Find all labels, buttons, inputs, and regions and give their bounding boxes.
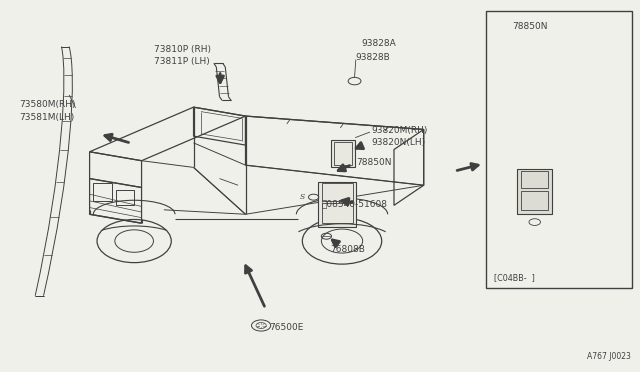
Bar [517,169,552,214]
Text: 93820M(RH): 93820M(RH) [371,126,428,135]
Text: 78850N: 78850N [512,22,547,31]
Text: 76500E: 76500E [269,323,303,332]
Bar [116,190,134,205]
Text: 73581M(LH): 73581M(LH) [19,113,74,122]
Text: 78850N: 78850N [356,158,391,167]
Text: 76808B: 76808B [330,245,365,254]
Bar [318,182,356,227]
Text: A767 J0023: A767 J0023 [586,352,630,361]
Text: 73810P (RH): 73810P (RH) [154,45,211,54]
Text: 93820N(LH): 93820N(LH) [371,138,426,147]
Text: S: S [300,193,305,201]
Text: 倅08540-51608: 倅08540-51608 [321,199,387,208]
Bar [93,183,112,201]
Text: 73811P (LH): 73811P (LH) [154,57,209,66]
Bar [331,140,355,167]
Bar [322,183,353,201]
Text: 73580M(RH): 73580M(RH) [19,100,76,109]
Bar [521,192,548,210]
Bar [486,11,632,288]
Text: 93828B: 93828B [356,53,390,62]
Bar [322,203,353,223]
Text: [C04BB-  ]: [C04BB- ] [494,273,535,282]
Bar [521,171,548,189]
Bar [334,142,352,165]
Text: 93828A: 93828A [361,39,396,48]
